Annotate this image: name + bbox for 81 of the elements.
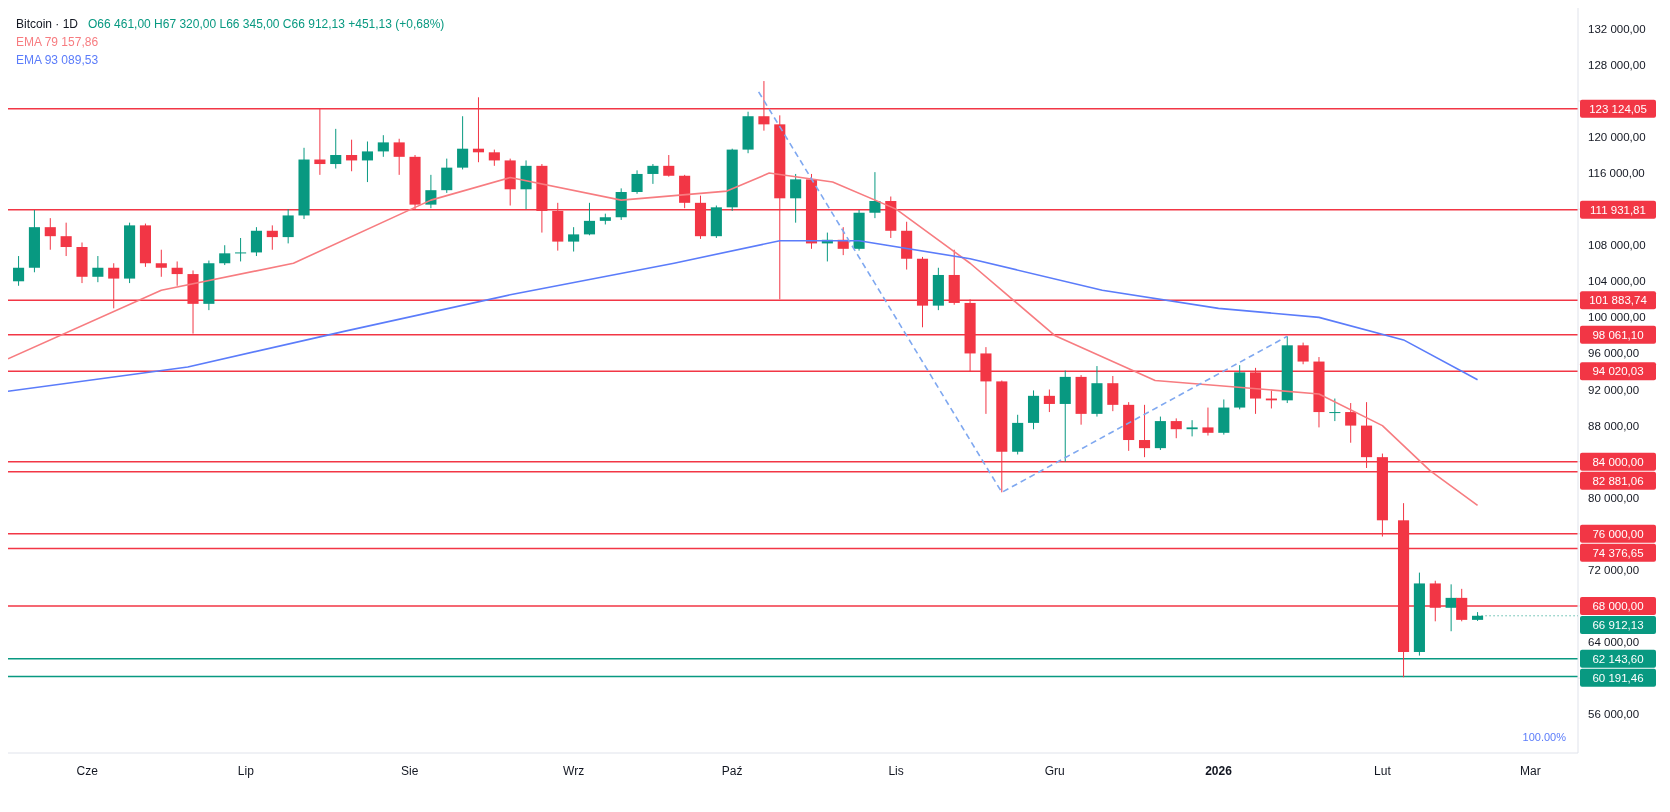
candlestick bbox=[425, 174, 437, 209]
ref-line-label: 94 020,03 bbox=[1592, 365, 1644, 378]
ref-line-label: 111 931,81 bbox=[1590, 203, 1646, 216]
candlestick bbox=[92, 255, 104, 283]
candlestick bbox=[663, 154, 675, 178]
candlestick bbox=[235, 237, 247, 262]
candlestick bbox=[13, 255, 25, 287]
ref-line-label: 84 000,00 bbox=[1592, 455, 1644, 468]
ref-line-label: 76 000,00 bbox=[1592, 527, 1644, 540]
line-series bbox=[8, 239, 1479, 393]
ref-line-label: 123 124,05 bbox=[1589, 102, 1647, 115]
candlestick bbox=[361, 140, 374, 183]
candlestick bbox=[1107, 375, 1119, 412]
candlestick bbox=[568, 226, 580, 253]
candlestick bbox=[250, 226, 262, 257]
candlestick bbox=[1345, 402, 1357, 444]
candlestick bbox=[790, 173, 802, 224]
candlestick bbox=[330, 128, 342, 170]
candlestick bbox=[1445, 583, 1457, 632]
y-tick-label: 132 000,00 bbox=[1588, 22, 1646, 35]
candlestick bbox=[1186, 419, 1198, 437]
candlestick bbox=[346, 139, 358, 172]
candlestick bbox=[631, 169, 643, 195]
candlestick bbox=[282, 208, 294, 244]
x-tick-label: 2026 bbox=[1205, 764, 1233, 778]
candlestick bbox=[869, 171, 881, 219]
ref-line-label: 62 143,60 bbox=[1592, 652, 1644, 665]
line-series bbox=[8, 172, 1479, 507]
x-tick-label: Mar bbox=[1520, 764, 1541, 778]
x-tick-label: Sie bbox=[401, 764, 419, 778]
candlestick bbox=[219, 244, 231, 266]
candlestick bbox=[171, 260, 183, 287]
y-tick-label: 80 000,00 bbox=[1588, 491, 1640, 504]
ref-line-label: 101 883,74 bbox=[1589, 294, 1648, 307]
x-tick-label: Lut bbox=[1374, 764, 1392, 778]
candlestick bbox=[60, 222, 72, 257]
candlestick bbox=[441, 158, 453, 194]
annotation: 100.00% bbox=[1522, 731, 1567, 743]
x-tick-label: Lis bbox=[888, 764, 904, 778]
x-tick-label: Lip bbox=[237, 764, 255, 778]
ref-line-label: 98 061,10 bbox=[1592, 328, 1644, 341]
y-tick-label: 128 000,00 bbox=[1588, 58, 1646, 71]
candlestick bbox=[393, 138, 405, 176]
candlestick bbox=[647, 163, 659, 185]
y-tick-label: 88 000,00 bbox=[1588, 419, 1640, 432]
y-tick-label: 64 000,00 bbox=[1588, 636, 1640, 649]
y-tick-label: 116 000,00 bbox=[1588, 167, 1645, 180]
text: EMA 79 157,86 bbox=[16, 35, 99, 49]
ref-line-label: 82 881,06 bbox=[1592, 474, 1644, 487]
candlestick bbox=[1329, 398, 1341, 422]
y-tick-label: 108 000,00 bbox=[1588, 239, 1646, 252]
y-tick-label: 96 000,00 bbox=[1588, 347, 1640, 360]
x-tick-label: Gru bbox=[1044, 764, 1065, 778]
candlestick bbox=[520, 159, 532, 210]
candlestick bbox=[377, 134, 389, 158]
ref-line-label: 68 000,00 bbox=[1592, 600, 1644, 613]
candlestick bbox=[155, 249, 167, 278]
y-tick-label: 100 000,00 bbox=[1588, 311, 1646, 324]
x-tick-label: Wrz bbox=[563, 764, 585, 778]
candlestick bbox=[44, 217, 56, 251]
annotation: O66 461,00 H67 320,00 L66 345,00 C66 912,13 +451,13 (+0,68%) bbox=[88, 17, 445, 31]
y-tick-label: 56 000,00 bbox=[1588, 708, 1640, 721]
candlestick bbox=[1297, 342, 1309, 365]
candlestick bbox=[1202, 407, 1214, 437]
y-tick-label: 92 000,00 bbox=[1588, 383, 1640, 396]
candlestick bbox=[1170, 417, 1182, 439]
y-tick-label: 104 000,00 bbox=[1588, 275, 1646, 288]
text: EMA 93 089,53 bbox=[16, 53, 99, 67]
y-tick-label: 72 000,00 bbox=[1588, 563, 1640, 576]
x-tick-label: Paź bbox=[721, 764, 743, 778]
x-tick-label: Cze bbox=[76, 764, 99, 778]
ref-line-label: 74 376,65 bbox=[1592, 546, 1644, 559]
candlestick bbox=[1138, 404, 1151, 458]
text: Bitcoin · 1D bbox=[16, 17, 79, 31]
candlestick bbox=[583, 202, 596, 236]
annotation: 66 912,13 bbox=[1592, 619, 1644, 632]
candlestick bbox=[266, 224, 278, 251]
y-tick-label: 120 000,00 bbox=[1588, 131, 1646, 143]
candlestick bbox=[1043, 389, 1055, 413]
ref-line-label: 60 191,46 bbox=[1592, 671, 1644, 684]
candlestick bbox=[457, 115, 469, 170]
